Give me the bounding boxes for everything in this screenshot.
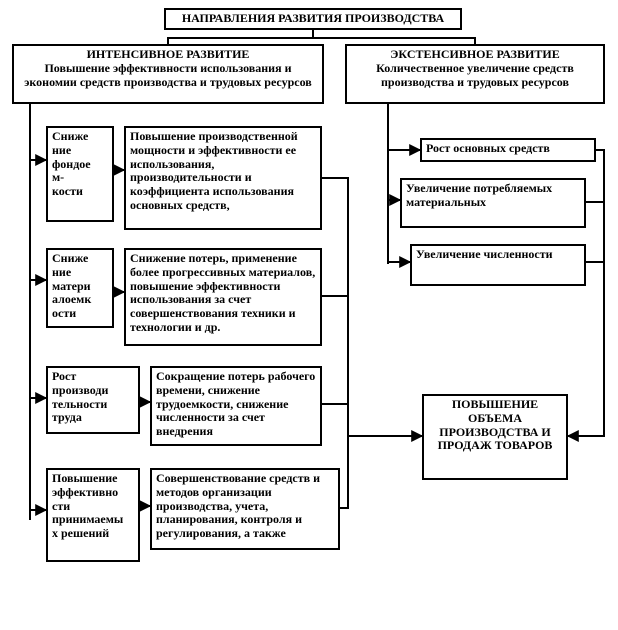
- node-i4a: Повышение эффективно сти принимаемы х ре…: [46, 468, 140, 562]
- node-i2b: Снижение потерь, применение более прогре…: [124, 248, 322, 346]
- node-intensive: ИНТЕНСИВНОЕ РАЗВИТИЕ Повышение эффективн…: [12, 44, 324, 104]
- node-title-text: НАПРАВЛЕНИЯ РАЗВИТИЯ ПРОИЗВОДСТВА: [182, 11, 444, 25]
- node-e1: Рост основных средств: [420, 138, 596, 162]
- node-i2b-text: Снижение потерь, применение более прогре…: [130, 251, 315, 334]
- node-i3b: Сокращение потерь рабочего времени, сниж…: [150, 366, 322, 446]
- node-title: НАПРАВЛЕНИЯ РАЗВИТИЯ ПРОИЗВОДСТВА: [164, 8, 462, 30]
- node-result-text: ПОВЫШЕНИЕ ОБЪЕМА ПРОИЗВОДСТВА И ПРОДАЖ Т…: [438, 397, 553, 452]
- node-i1b-text: Повышение производственной мощности и эф…: [130, 129, 298, 212]
- node-extensive-title: ЭКСТЕНСИВНОЕ РАЗВИТИЕ: [351, 48, 599, 62]
- node-i4b-text: Совершенствование средств и методов орга…: [156, 471, 320, 540]
- node-intensive-title: ИНТЕНСИВНОЕ РАЗВИТИЕ: [18, 48, 318, 62]
- node-extensive: ЭКСТЕНСИВНОЕ РАЗВИТИЕ Количественное уве…: [345, 44, 605, 104]
- node-e2-text: Увеличение потребляемых материальных: [406, 181, 552, 209]
- node-result: ПОВЫШЕНИЕ ОБЪЕМА ПРОИЗВОДСТВА И ПРОДАЖ Т…: [422, 394, 568, 480]
- node-i1a-text: Сниже ние фондое м- кости: [52, 129, 91, 198]
- node-i3b-text: Сокращение потерь рабочего времени, сниж…: [156, 369, 315, 438]
- node-i3a-text: Рост производи тельности труда: [52, 369, 108, 424]
- node-i3a: Рост производи тельности труда: [46, 366, 140, 434]
- node-i4b: Совершенствование средств и методов орга…: [150, 468, 340, 550]
- node-extensive-sub: Количественное увеличение средств произв…: [351, 62, 599, 90]
- node-i1a: Сниже ние фондое м- кости: [46, 126, 114, 222]
- node-i2a: Сниже ние матери алоемк ости: [46, 248, 114, 328]
- node-e1-text: Рост основных средств: [426, 141, 550, 155]
- node-i1b: Повышение производственной мощности и эф…: [124, 126, 322, 230]
- diagram-stage: НАПРАВЛЕНИЯ РАЗВИТИЯ ПРОИЗВОДСТВА ИНТЕНС…: [0, 0, 618, 630]
- node-i4a-text: Повышение эффективно сти принимаемы х ре…: [52, 471, 123, 540]
- node-e3: Увеличение численности: [410, 244, 586, 286]
- node-intensive-sub: Повышение эффективности использования и …: [18, 62, 318, 90]
- node-e2: Увеличение потребляемых материальных: [400, 178, 586, 228]
- node-i2a-text: Сниже ние матери алоемк ости: [52, 251, 91, 320]
- node-e3-text: Увеличение численности: [416, 247, 553, 261]
